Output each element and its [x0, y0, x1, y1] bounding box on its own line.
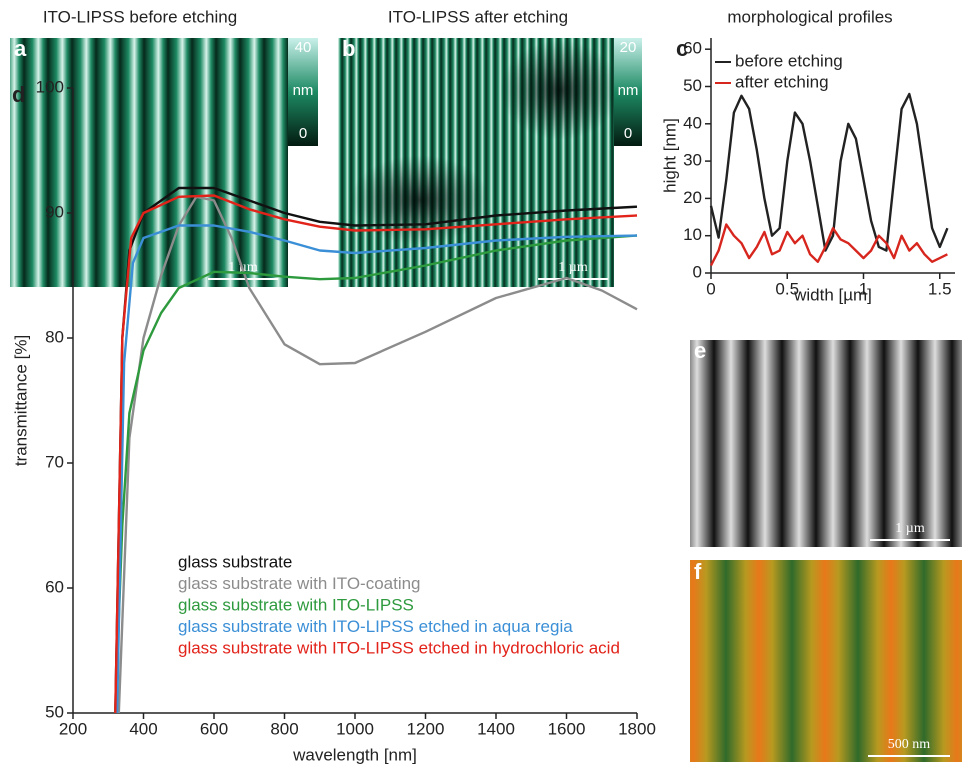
sem-image: [690, 560, 962, 762]
x-tick-label: 1000: [336, 719, 374, 738]
y-tick-label: 10: [683, 225, 702, 244]
x-tick-label: 1400: [477, 719, 515, 738]
scale-bar-label: 500 nm: [888, 737, 931, 752]
y-tick-label: 70: [45, 452, 64, 471]
y-axis-label: transmittance [%]: [11, 335, 30, 466]
x-axis-label: wavelength [nm]: [292, 745, 417, 764]
legend-label: before etching: [735, 51, 843, 70]
data-line: [114, 194, 638, 714]
y-tick-label: 0: [693, 262, 702, 281]
colorbar-unit: nm: [293, 82, 314, 99]
y-tick-label: 90: [45, 202, 64, 221]
y-tick-label: 60: [683, 39, 702, 58]
x-tick-label: 1600: [548, 719, 586, 738]
x-tick-label: 1200: [407, 719, 445, 738]
legend-label: glass substrate with ITO-LIPSS etched in…: [178, 638, 620, 657]
colorbar-label: 0: [624, 125, 632, 142]
colorbar-label: 40: [295, 39, 312, 56]
colorbar-label: 0: [299, 125, 307, 142]
x-tick-label: 200: [59, 719, 87, 738]
data-line: [709, 223, 948, 267]
x-tick-label: 1: [859, 279, 868, 298]
x-tick-label: 800: [270, 719, 298, 738]
y-tick-label: 50: [683, 76, 702, 95]
y-axis-label: hight [nm]: [660, 118, 679, 193]
legend-label: glass substrate: [178, 552, 292, 571]
shading: [350, 155, 490, 245]
x-tick-label: 1800: [618, 719, 656, 738]
x-tick-label: 0.5: [775, 279, 799, 298]
y-tick-label: 80: [45, 327, 64, 346]
y-tick-label: 30: [683, 151, 702, 170]
data-line: [115, 224, 638, 714]
y-tick-label: 60: [45, 577, 64, 596]
y-tick-label: 40: [683, 113, 702, 132]
data-line: [117, 195, 638, 714]
y-tick-label: 50: [45, 702, 64, 721]
legend-label: glass substrate with ITO-coating: [178, 574, 421, 593]
colorbar-label: 20: [620, 39, 637, 56]
legend-label: glass substrate with ITO-LIPSS etched in…: [178, 617, 573, 636]
scale-bar-label: 1 µm: [558, 260, 588, 275]
x-tick-label: 600: [200, 719, 228, 738]
colorbar-unit: nm: [618, 82, 639, 99]
scale-bar-label: 1 µm: [895, 521, 925, 536]
colorbar: [288, 38, 318, 146]
chart-title: morphological profiles: [727, 7, 892, 26]
y-tick-label: 100: [36, 77, 64, 96]
x-tick-label: 1.5: [928, 279, 952, 298]
x-tick-label: 400: [129, 719, 157, 738]
panel-label: e: [694, 338, 706, 363]
panel-label: f: [694, 559, 702, 584]
data-line: [709, 92, 949, 252]
afm-image: [10, 38, 288, 287]
panel-label: b: [342, 36, 355, 61]
sem-image: [690, 340, 962, 547]
panel-title: ITO-LIPSS after etching: [388, 7, 568, 26]
panel-label: d: [12, 82, 25, 107]
panel-label: c: [676, 36, 688, 61]
data-line: [114, 234, 638, 714]
panel-label: a: [14, 36, 27, 61]
panel-title: ITO-LIPSS before etching: [43, 7, 237, 26]
colorbar: [614, 38, 642, 146]
y-tick-label: 20: [683, 188, 702, 207]
x-tick-label: 0: [706, 279, 715, 298]
legend-label: after etching: [735, 72, 829, 91]
shading: [500, 40, 620, 140]
legend-label: glass substrate with ITO-LIPSS: [178, 595, 414, 614]
x-axis-label: width [µm]: [793, 285, 872, 304]
